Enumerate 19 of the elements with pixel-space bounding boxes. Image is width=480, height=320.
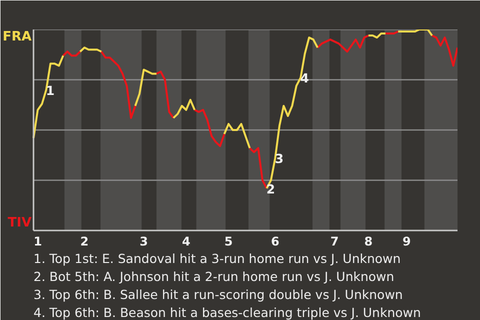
- text: 4. Top 6th: B. Beason hit a bases-clearing triple vs J. Unknown: [34, 305, 421, 320]
- text: 3. Top 6th: B. Sallee hit a run-scoring double vs J. Unknown: [34, 287, 403, 302]
- x-tick-label: 2: [80, 234, 89, 248]
- x-tick-label: 7: [330, 234, 339, 248]
- annotation: 3: [274, 151, 284, 166]
- x-tick-label: 8: [364, 234, 373, 248]
- text: 2. Bot 5th: A. Johnson hit a 2-run home run vs J. Unknown: [34, 269, 394, 284]
- text: FRA: [2, 30, 32, 44]
- x-tick-label: 6: [271, 234, 280, 248]
- annotation: 2: [266, 181, 276, 196]
- x-tick-label: 9: [402, 234, 411, 248]
- x-tick-label: 4: [182, 234, 190, 248]
- x-tick-label: 5: [224, 234, 233, 248]
- text: TIV: [8, 216, 32, 230]
- x-tick-label: 1: [34, 234, 42, 248]
- annotation: 4: [300, 70, 310, 86]
- annotation: 1: [46, 82, 55, 98]
- x-tick-label: 3: [140, 234, 148, 248]
- text: 1. Top 1st: E. Sandoval hit a 3-run home run vs J. Unknown: [34, 251, 401, 266]
